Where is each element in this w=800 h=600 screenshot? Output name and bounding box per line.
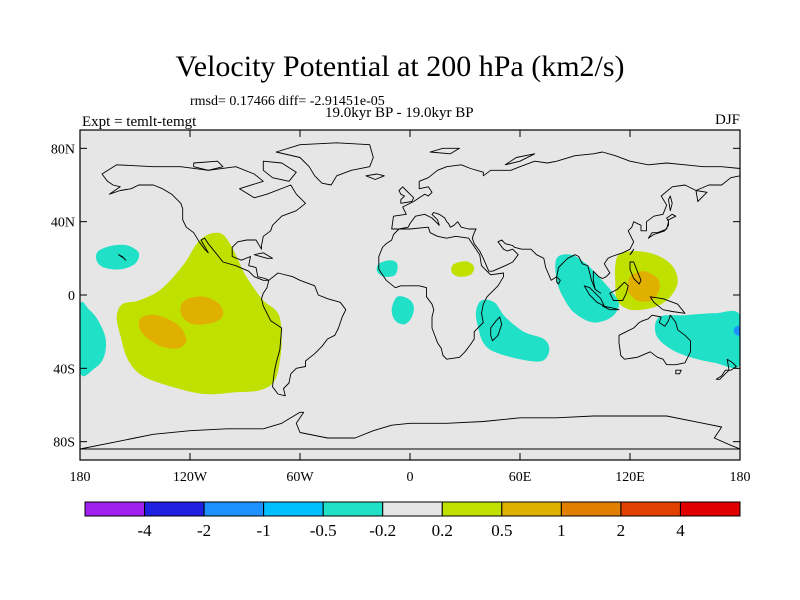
coastline-new-guinea (649, 296, 686, 314)
colorbar-box (263, 501, 324, 517)
colorbar-box (679, 501, 741, 517)
coastline-australia (618, 314, 691, 366)
coastline-africa (378, 226, 504, 360)
x-tick-label: 180 (730, 470, 751, 485)
coastline-north-america (101, 164, 306, 281)
y-tick-label: 40S (53, 362, 75, 377)
coastline-baffin-island (262, 160, 297, 182)
contour-region-south-pacific-west-negative (80, 301, 107, 377)
x-tick-label: 180 (70, 470, 91, 485)
coastline-japan (647, 213, 677, 239)
x-tick-label: 120W (173, 470, 208, 485)
y-tick-label: 40N (51, 216, 75, 231)
contour-region-dateline-core-negative (733, 325, 740, 336)
coastline-taiwan (629, 248, 635, 256)
colorbar-label: -4 (137, 521, 152, 540)
colorbar-label: -0.2 (369, 521, 396, 540)
colorbar-label: 1 (557, 521, 566, 540)
chart-title: Velocity Potential at 200 hPa (km2/s) (175, 50, 625, 83)
coastline-java (602, 305, 620, 311)
coastline-tasmania (675, 369, 682, 375)
coastline-new-zealand (715, 358, 737, 380)
y-tick-label: 80S (53, 436, 75, 451)
colorbar-label: 0.2 (432, 521, 453, 540)
y-tick-label: 0 (68, 289, 75, 304)
coastline-eurasia (391, 151, 740, 294)
coastline-philippines (629, 261, 642, 285)
colorbar-label: -2 (197, 521, 211, 540)
coastline-svalbard (429, 147, 460, 155)
x-tick-label: 120E (615, 470, 645, 485)
coastline-great-britain (398, 186, 415, 204)
contour-region-maritime-continent-core (627, 271, 660, 302)
coastline-hawaii (118, 254, 127, 261)
colorbar-box (560, 501, 622, 517)
colorbar-label: 0.5 (491, 521, 512, 540)
coastline-sri-lanka (556, 276, 561, 285)
coastline-iceland (365, 173, 385, 180)
x-tick-label: 0 (407, 470, 414, 485)
x-tick-label: 60E (509, 470, 532, 485)
coastline-madagascar (490, 316, 503, 342)
contour-region-east-pacific-core-2 (138, 314, 187, 349)
coastline-borneo (609, 281, 629, 301)
colorbar-box (382, 501, 443, 517)
y-tick-label: 80N (51, 142, 75, 157)
contour-region-africa-positive (451, 261, 475, 277)
contour-region-north-africa-negative (376, 260, 398, 277)
colorbar-box (441, 501, 503, 517)
coastline-greenland (275, 142, 374, 186)
coastline-victoria-island (193, 160, 224, 171)
season-label: DJF (714, 112, 740, 128)
coastline-antarctica (80, 411, 740, 450)
colorbar-box (322, 501, 384, 517)
contour-region-north-pacific-negative (95, 244, 140, 270)
colorbar-label: -1 (257, 521, 271, 540)
contour-region-south-atlantic-negative (391, 296, 414, 325)
period-label: 19.0kyr BP - 19.0kyr BP (325, 105, 474, 121)
coastline-novaya-zemlya (504, 153, 536, 166)
colorbar-box (620, 501, 681, 517)
experiment-label: Expt = temlt-temgt (82, 114, 197, 130)
x-tick-label: 60W (286, 470, 314, 485)
contour-region-east-pacific-core-1 (180, 296, 224, 325)
colorbar-label: 2 (617, 521, 626, 540)
colorbar-box (501, 501, 562, 517)
colorbar-box (144, 501, 205, 517)
contour-region-east-africa-indian-negative (475, 299, 550, 362)
colorbar-box (203, 501, 265, 517)
coastline-south-america (261, 272, 347, 397)
colorbar-box (84, 501, 146, 517)
coastline-sakhalin (668, 195, 673, 212)
colorbar-label: -0.5 (310, 521, 337, 540)
coastline-cuba (253, 252, 273, 259)
colorbar-label: 4 (676, 521, 685, 540)
stats-label: rmsd= 0.17466 diff= -2.91451e-05 (190, 94, 385, 109)
